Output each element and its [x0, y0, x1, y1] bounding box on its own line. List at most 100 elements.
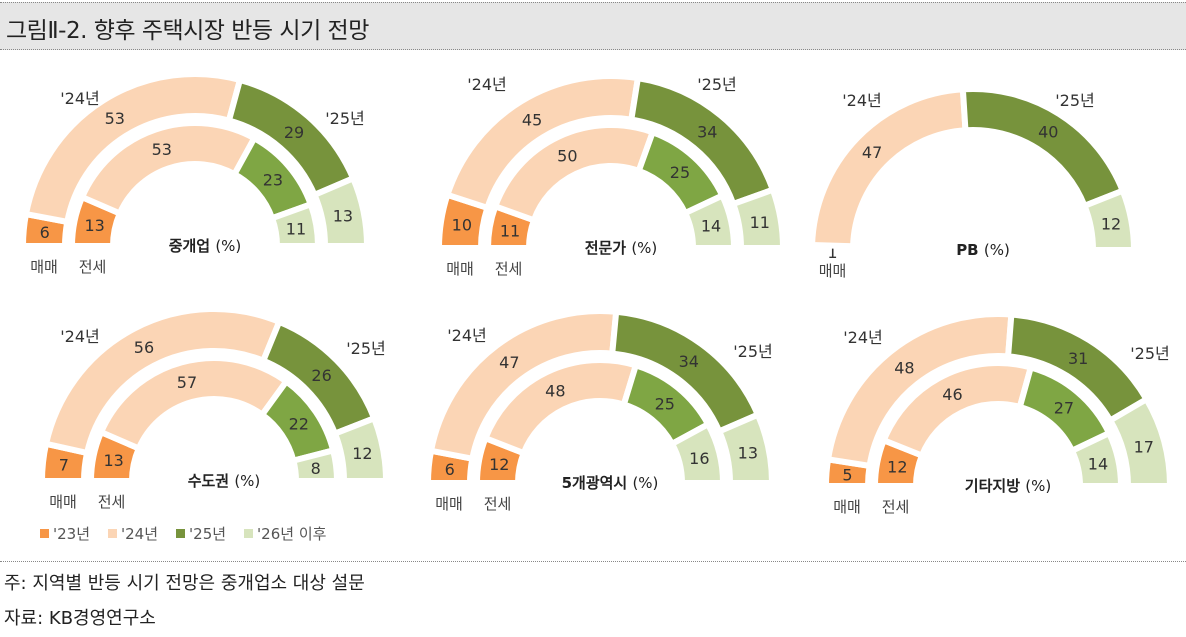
chart-title: 기타지방 (%) — [965, 477, 1051, 495]
segment-value-label: 47 — [499, 353, 519, 372]
segment-매매-3 — [310, 174, 371, 249]
segment-전세-3 — [289, 446, 341, 484]
segment-value-label: 12 — [1101, 215, 1121, 234]
chart-4: 6 47 34 13 매매 12 48 25 16 전세 '24년 '25년 5개광역시 (%) — [424, 308, 776, 513]
label-jeonse: 전세 — [882, 498, 910, 516]
label-jeonse: 전세 — [98, 493, 126, 511]
segment-value-label: 34 — [679, 352, 699, 371]
year-label-25: '25년 — [325, 109, 364, 128]
chart-title: 5개광역시 (%) — [562, 474, 659, 492]
segment-value-label: 22 — [289, 414, 309, 433]
year-label-25: '25년 — [1055, 91, 1094, 110]
legend-swatch-icon — [244, 529, 254, 538]
segment-매매-3 — [331, 414, 390, 484]
segment-value-label: 7 — [59, 456, 69, 475]
legend-swatch-icon — [40, 529, 49, 538]
label-sale: 매매 — [49, 493, 77, 511]
segment-value-label: 17 — [1134, 438, 1154, 457]
label-sale: 매매 — [435, 495, 463, 513]
year-label-24: '24년 — [842, 91, 881, 110]
year-label-25: '25년 — [733, 342, 772, 361]
legend-label: '26년 이후 — [257, 525, 327, 543]
year-label-25: '25년 — [346, 339, 385, 358]
segment-value-label: 13 — [738, 443, 758, 462]
segment-value-label: 26 — [311, 366, 331, 385]
segment-value-label: 14 — [701, 217, 721, 236]
legend-swatch-icon — [108, 529, 118, 538]
segment-value-label: 10 — [452, 215, 472, 234]
segment-value-label: 12 — [352, 444, 372, 463]
legend-item-26-later: '26년 이후 — [244, 523, 326, 544]
year-label-24: '24년 — [60, 327, 99, 346]
legend-item-24: '24년 — [108, 523, 158, 544]
segment-value-label: 27 — [1054, 398, 1074, 417]
legend-swatch-icon — [176, 529, 186, 538]
label-jeonse: 전세 — [79, 258, 107, 276]
year-label-24: '24년 — [60, 89, 99, 108]
segment-value-label: 11 — [286, 219, 306, 238]
segment-value-label: 12 — [489, 455, 509, 474]
segment-value-label: 47 — [862, 143, 882, 162]
segment-value-label: 53 — [152, 140, 172, 159]
footnote: 주: 지역별 반등 시기 전망은 중개업소 대상 설문 — [4, 573, 365, 594]
year-label-25: '25년 — [1130, 344, 1169, 363]
segment-value-label: 48 — [894, 359, 914, 378]
legend-item-23: '23년 — [40, 523, 90, 544]
segment-value-label: 40 — [1038, 122, 1058, 141]
year-label-24: '24년 — [843, 328, 882, 347]
segment-value-label: 25 — [655, 395, 675, 414]
figure-title-bar: 그림Ⅱ-2. 향후 주택시장 반등 시기 전망 — [0, 2, 1186, 50]
segment-value-label: 34 — [697, 123, 717, 142]
source-note: 자료: KB경영연구소 — [4, 608, 156, 629]
figure-title: 그림Ⅱ-2. 향후 주택시장 반등 시기 전망 — [6, 18, 369, 44]
segment-value-label: 53 — [105, 109, 125, 128]
legend-label: '24년 — [121, 525, 159, 543]
legend-item-25: '25년 — [176, 523, 226, 544]
segment-value-label: 57 — [177, 373, 197, 392]
label-jeonse: 전세 — [495, 260, 523, 278]
chart-title: PB (%) — [956, 241, 1010, 259]
segment-value-label: 45 — [522, 110, 542, 129]
segment-value-label: 6 — [445, 460, 455, 479]
segment-매매-3 — [715, 410, 776, 486]
segment-value-label: 31 — [1068, 349, 1088, 368]
segment-전세-3 — [667, 420, 727, 486]
segment-value-label: 25 — [670, 163, 690, 182]
segment-value-label: 56 — [134, 338, 154, 357]
label-jeonse: 전세 — [484, 495, 512, 513]
segment-전세-3 — [681, 191, 738, 251]
segment-value-label: 48 — [545, 382, 565, 401]
chart-title: 전문가 (%) — [585, 239, 658, 257]
chart-legend: '23년 '24년 '25년 '26년 이후 — [40, 523, 326, 544]
segment-value-label: 5 — [842, 465, 852, 484]
segment-value-label: 1 — [827, 243, 837, 262]
chart-2: 1 47 40 12 매매 '24년 '25년 PB (%) — [808, 86, 1138, 280]
segment-value-label: 50 — [557, 146, 577, 165]
segment-매매-3 — [1080, 186, 1138, 253]
segment-value-label: 12 — [887, 458, 907, 477]
segment-value-label: 23 — [263, 170, 283, 189]
segment-전세-3 — [1068, 429, 1125, 489]
segment-매매-3 — [1106, 395, 1174, 489]
segment-value-label: 46 — [942, 385, 962, 404]
segment-전세-3 — [268, 200, 322, 249]
label-sale: 매매 — [446, 260, 474, 278]
chart-title: 중개업 (%) — [169, 237, 242, 255]
segment-value-label: 11 — [500, 221, 520, 240]
segment-매매-1 — [808, 86, 969, 250]
segment-매매-2 — [959, 86, 1127, 210]
footer-divider — [0, 561, 1186, 562]
segment-value-label: 16 — [689, 449, 709, 468]
segment-value-label: 13 — [333, 207, 353, 226]
label-sale: 매매 — [833, 498, 861, 516]
segment-value-label: 29 — [284, 123, 304, 142]
label-sale: 매매 — [819, 262, 847, 280]
label-sale: 매매 — [30, 258, 58, 276]
segment-value-label: 11 — [750, 213, 770, 232]
legend-label: '23년 — [53, 525, 91, 543]
year-label-24: '24년 — [447, 326, 486, 345]
